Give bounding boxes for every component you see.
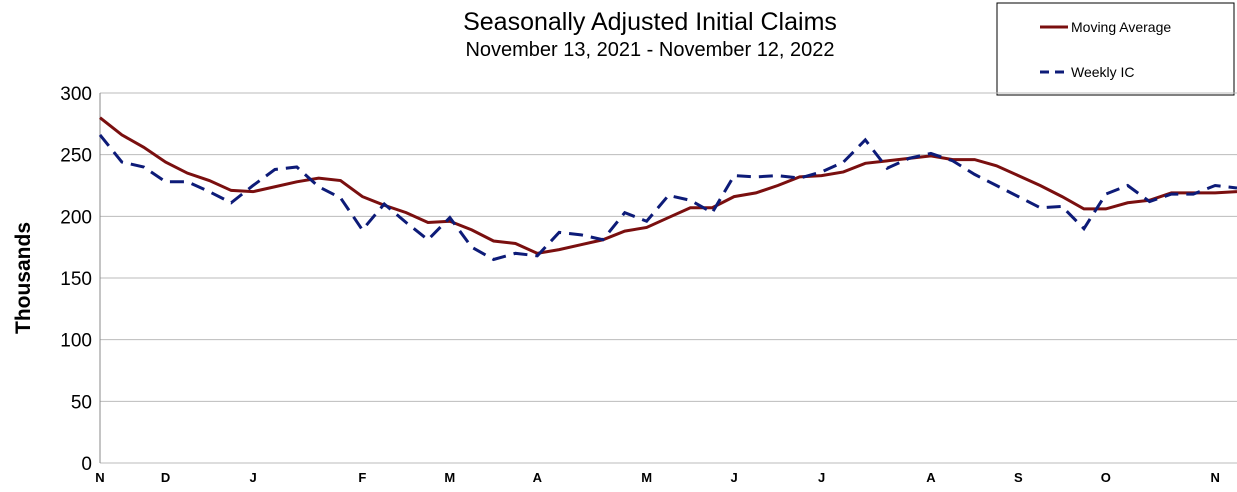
y-tick-label: 150	[60, 269, 92, 290]
x-tick-label: N	[1210, 470, 1219, 485]
y-tick-label: 0	[81, 454, 92, 475]
legend	[996, 2, 1235, 96]
y-axis-label: Thousands	[12, 222, 35, 334]
x-tick-label: A	[533, 470, 543, 485]
series-line	[99, 116, 1237, 255]
x-tick-label: N	[95, 470, 104, 485]
x-tick-label: J	[730, 470, 737, 485]
x-tick-label: J	[818, 470, 825, 485]
x-tick-label: D	[161, 470, 170, 485]
x-tick-label: M	[444, 470, 455, 485]
y-tick-label: 250	[60, 146, 92, 167]
y-tick-label: 200	[60, 207, 92, 228]
x-tick-label: J	[249, 470, 256, 485]
y-tick-label: 100	[60, 331, 92, 352]
chart-subtitle: November 13, 2021 - November 12, 2022	[465, 39, 834, 61]
legend-label: Weekly IC	[1071, 64, 1135, 80]
x-tick-label: M	[641, 470, 652, 485]
y-tick-label: 300	[60, 84, 92, 105]
y-tick-label: 50	[71, 392, 92, 413]
series-line	[98, 133, 1237, 262]
x-tick-label: S	[1014, 470, 1023, 485]
x-tick-label: O	[1101, 470, 1111, 485]
legend-label: Moving Average	[1071, 19, 1171, 35]
x-tick-label: A	[926, 470, 936, 485]
chart-title: Seasonally Adjusted Initial Claims	[463, 8, 837, 36]
x-tick-label: F	[358, 470, 366, 485]
